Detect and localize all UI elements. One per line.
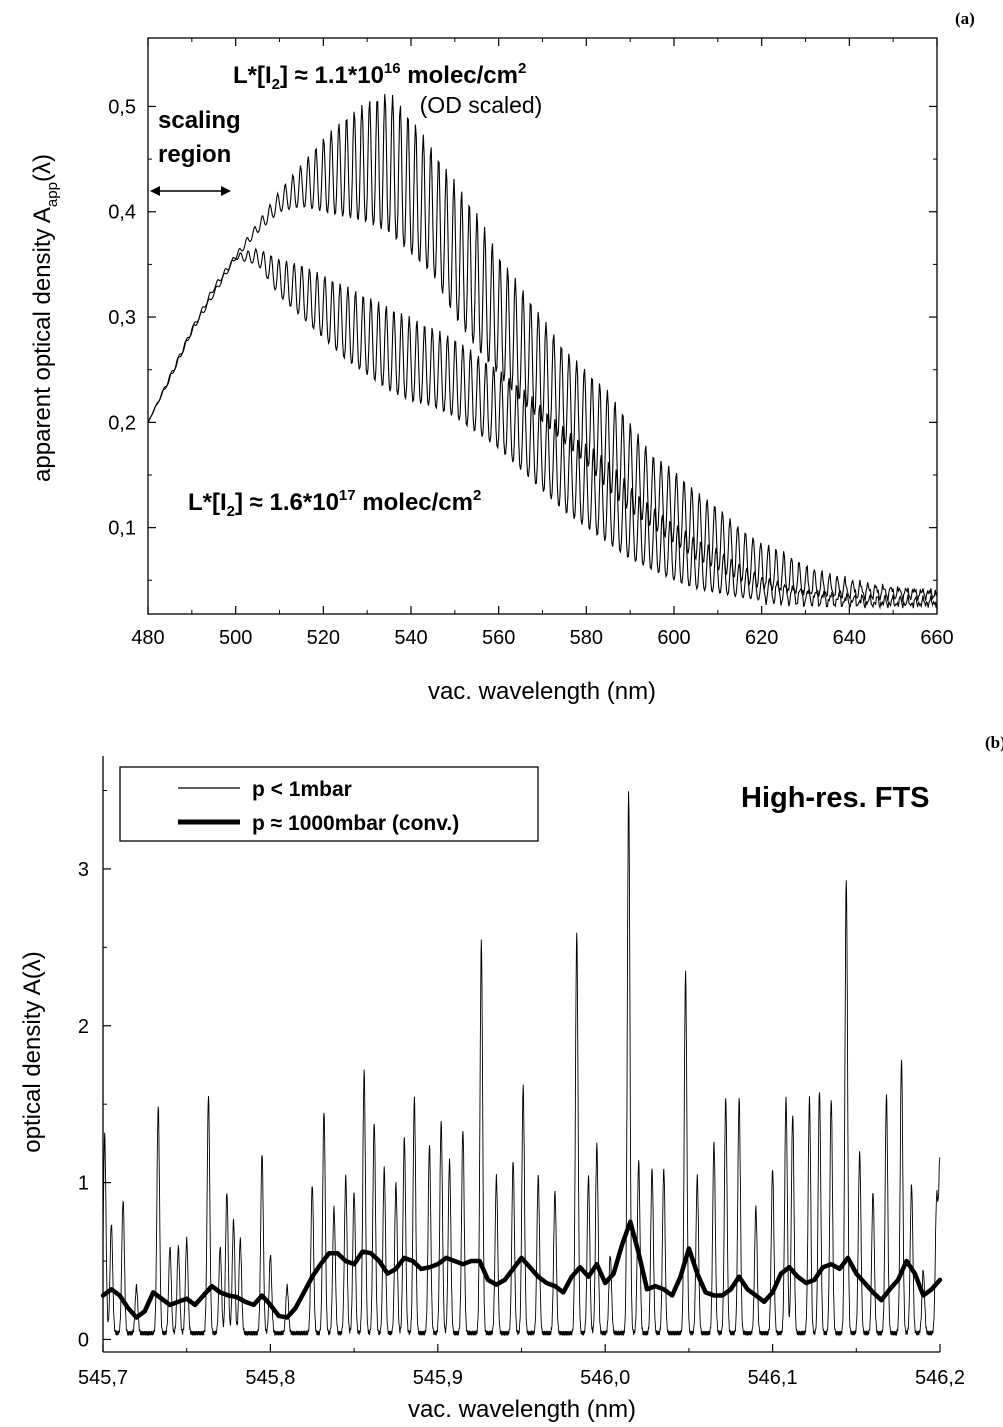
panel-a-series-1 — [147, 94, 938, 602]
panel-b-title: High-res. FTS — [741, 782, 930, 814]
panel-b-xtick-label: 545,7 — [78, 1367, 128, 1389]
legend-label-high-pressure: p ≈ 1000mbar (conv.) — [252, 812, 459, 835]
panel-b-traces — [100, 791, 943, 1337]
panel-a-ytick-label: 0,4 — [108, 202, 136, 224]
panel-b-xtick-label: 546,1 — [748, 1367, 798, 1389]
panel-a-xlabel: vac. wavelength (nm) — [428, 678, 656, 705]
panel-a-od-scaled-note: (OD scaled) — [420, 92, 543, 118]
panel-b-ytick-label: 2 — [78, 1016, 89, 1038]
scaling-region-label-line2: region — [158, 141, 231, 168]
panel-a-ylabel: apparent optical density Aapp(λ) — [29, 154, 61, 482]
panel-a-xtick-label: 500 — [219, 627, 252, 649]
panel-b-xtick-label: 546,0 — [580, 1367, 630, 1389]
panel-a-xtick-label: 480 — [131, 627, 164, 649]
scaling-region-label-line1: scaling — [158, 107, 241, 134]
panel-b-tag: (b) — [985, 733, 1003, 752]
panel-a-series-2 — [147, 247, 938, 610]
panel-a-ytick-label: 0,5 — [108, 96, 136, 118]
panel-a-xtick-label: 520 — [307, 627, 340, 649]
panel-b-ytick-label: 0 — [78, 1329, 89, 1351]
panel-a-xtick-label: 540 — [394, 627, 427, 649]
panel-b-xtick-label: 545,9 — [413, 1367, 463, 1389]
panel-b-ytick-label: 3 — [78, 859, 89, 881]
panel-a-xtick-label: 660 — [920, 627, 953, 649]
panel-a-xtick-label: 600 — [657, 627, 690, 649]
panel-b-legend: p < 1mbar p ≈ 1000mbar (conv.) — [119, 766, 539, 842]
panel-a-ytick-label: 0,2 — [108, 412, 136, 434]
panel-b-series-high-pressure — [100, 1219, 943, 1320]
panel-b-ticks: 545,7 545,8 545,9 546,0 546,1 546,2 0 1 2 3 — [78, 790, 965, 1389]
panel-b-series-low-pressure — [102, 791, 941, 1337]
panel-a-frame — [147, 37, 938, 615]
panel-a-ticks: 480 500 520 540 560 580 600 620 640 660 0,1 0,2 0,3 0… — [108, 38, 954, 649]
panel-b-xtick-label: 545,8 — [245, 1367, 295, 1389]
scaling-region-arrow — [150, 186, 231, 196]
panel-a-xtick-label: 620 — [745, 627, 778, 649]
panel-a-xtick-label: 580 — [570, 627, 603, 649]
panel-a-lower-annotation: L*[I2] ≈ 1.6*1017 molec/cm2 — [188, 487, 481, 520]
panel-a-ytick-label: 0,3 — [108, 307, 136, 329]
panel-a-tag: (a) — [955, 9, 975, 28]
panel-b-xlabel: vac. wavelength (nm) — [408, 1396, 636, 1423]
panel-a-traces — [147, 94, 938, 610]
legend-label-low-pressure: p < 1mbar — [252, 778, 352, 801]
panel-a: (a) 480 500 520 540 560 580 600 620 640 660 0,1 0,2… — [29, 9, 975, 705]
panel-b-ytick-label: 1 — [78, 1173, 89, 1195]
panel-b-xtick-label: 546,2 — [915, 1367, 965, 1389]
panel-a-xtick-label: 640 — [833, 627, 866, 649]
panel-a-ytick-label: 0,1 — [108, 518, 136, 540]
legend-frame — [119, 766, 539, 842]
panel-b-ylabel: optical density A(λ) — [19, 951, 46, 1152]
panel-b: (b) 545,7 545,8 545,9 546,0 546,1 546,2 0 1 2 3 v… — [19, 733, 1003, 1423]
panel-a-xtick-label: 560 — [482, 627, 515, 649]
panel-a-upper-annotation: L*[I2] ≈ 1.1*1016 molec/cm2 — [233, 60, 526, 93]
